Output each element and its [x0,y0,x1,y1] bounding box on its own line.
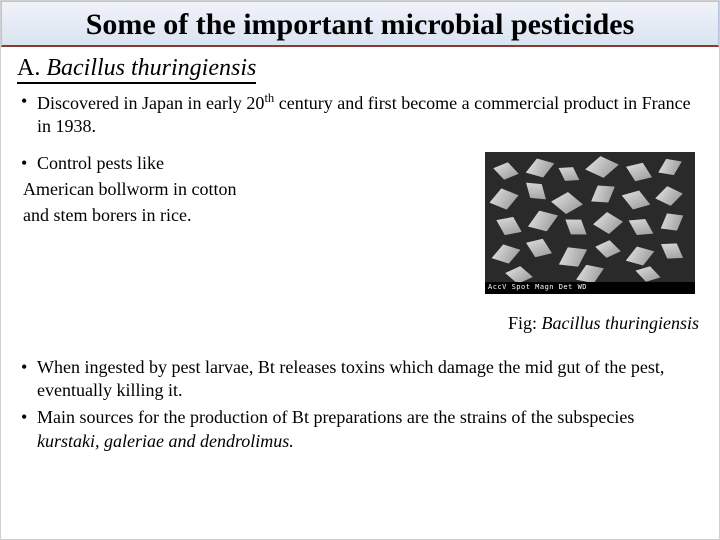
bullet-3: • When ingested by pest larvae, Bt relea… [19,356,701,403]
crystal-shape [489,241,523,268]
crystal-shape [520,176,551,207]
bullet-1: • Discovered in Japan in early 20th cent… [19,90,701,139]
crystal-shape [622,158,655,187]
figure-block: AccV Spot Magn Det WD [467,152,695,294]
sem-image: AccV Spot Magn Det WD [485,152,695,294]
crystal-shape [656,237,688,266]
section-heading: A. Bacillus thuringiensis [1,47,719,86]
bullet-1-text: Discovered in Japan in early 20th centur… [37,90,701,139]
bullet-2-line1: Control pests like [37,152,467,175]
bullet-4: • Main sources for the production of Bt … [19,406,701,453]
figure-caption-pre: Fig: [508,313,542,333]
crystal-shape [584,154,621,181]
bullet-icon: • [19,406,37,429]
bullet-2-line2: American bollworm in cotton [19,176,467,202]
bullet-2-line3: and stem borers in rice. [19,202,467,228]
crystal-shape [524,205,562,237]
content-area: • Discovered in Japan in early 20th cent… [1,86,719,454]
bullet-3-text: When ingested by pest larvae, Bt release… [37,356,701,403]
crystal-shape [619,186,654,214]
crystal-shape [550,191,584,216]
crystal-shape [586,178,620,210]
crystal-shape [487,185,521,214]
crystal-shape [491,160,520,183]
crystal-shape [656,207,689,237]
crystal-shape [654,154,685,181]
lower-bullets: • When ingested by pest larvae, Bt relea… [19,356,701,454]
figure-caption-species: Bacillus thuringiensis [542,313,700,333]
crystal-shape [560,212,592,242]
bullet-icon: • [19,152,37,175]
section-letter: A. [17,55,40,81]
crystal-shape [592,211,624,236]
crystal-shape [623,242,658,270]
bullet-icon: • [19,90,37,113]
crystal-shape [523,154,558,182]
figure-caption: Fig: Bacillus thuringiensis [19,312,701,335]
slide: Some of the important microbial pesticid… [0,0,720,540]
bullet-4-pre: Main sources for the production of Bt pr… [37,407,634,427]
section-species: Bacillus thuringiensis [46,55,256,81]
crystal-shape [522,234,555,263]
title-bar: Some of the important microbial pesticid… [1,1,719,47]
bullet-1-pre: Discovered in Japan in early 20 [37,93,264,113]
crystal-shape [594,238,623,260]
slide-title: Some of the important microbial pesticid… [12,8,708,43]
bullet-4-text: Main sources for the production of Bt pr… [37,406,701,453]
bullet-1-sup: th [264,91,274,105]
sem-info-bar: AccV Spot Magn Det WD [485,282,695,294]
crystal-shape [492,211,526,241]
crystal-shape [653,184,684,209]
bullet-2-block: • Control pests like American bollworm i… [19,152,467,228]
bullet-icon: • [19,356,37,379]
crystal-shape [624,213,657,242]
bullet-4-em: kurstaki, galeriae and dendrolimus. [37,431,294,451]
crystal-shape [555,161,584,187]
mid-row: • Control pests like American bollworm i… [19,152,701,294]
